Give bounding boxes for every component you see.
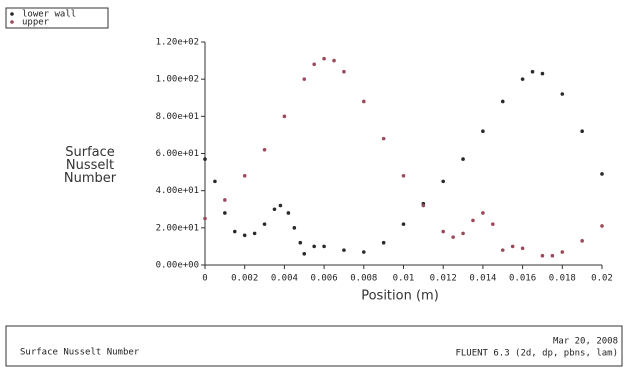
data-point <box>242 233 247 238</box>
legend-label: upper <box>22 18 50 28</box>
data-point <box>262 147 267 152</box>
data-point <box>580 129 584 133</box>
data-point <box>441 179 446 184</box>
data-point <box>322 244 326 249</box>
data-point <box>282 114 287 119</box>
data-point <box>203 216 207 221</box>
data-point <box>481 129 485 133</box>
data-point <box>500 248 505 252</box>
data-point <box>540 253 545 258</box>
data-point <box>381 240 386 245</box>
data-point <box>213 179 217 184</box>
data-point <box>520 246 525 251</box>
data-point <box>401 222 406 226</box>
data-point <box>461 231 465 236</box>
x-tick-label: 0.004 <box>271 274 298 284</box>
x-tick-label: 0.006 <box>311 274 338 284</box>
data-point <box>381 136 386 141</box>
data-point <box>491 222 495 226</box>
data-point <box>520 77 525 81</box>
legend-label: lower wall <box>22 10 76 20</box>
data-point <box>242 174 247 178</box>
data-point <box>332 58 336 63</box>
data-point <box>342 69 346 74</box>
data-point <box>560 92 565 96</box>
data-point <box>278 203 283 208</box>
data-point <box>302 77 307 81</box>
footer-box <box>5 325 623 367</box>
data-point <box>223 211 227 215</box>
footer-solver: FLUENT 6.3 (2d, dp, pbns, lam) <box>455 349 618 359</box>
data-point <box>252 231 257 236</box>
y-tick-label: 1.20e+02 <box>156 38 199 48</box>
data-point <box>312 62 316 67</box>
legend-marker <box>10 12 14 16</box>
y-tick-label: 0.00e+00 <box>156 261 199 271</box>
data-point <box>550 253 555 258</box>
y-tick-label: 6.00e+01 <box>156 149 199 159</box>
data-point <box>441 229 446 234</box>
data-point <box>600 172 604 176</box>
data-point <box>232 229 237 234</box>
data-point <box>298 240 303 245</box>
x-tick-label: 0.02 <box>591 274 613 284</box>
footer-title: Surface Nusselt Number <box>20 348 140 358</box>
data-point <box>203 157 207 161</box>
data-point <box>471 218 475 223</box>
data-point <box>530 69 535 74</box>
y-tick-label: 8.00e+01 <box>156 112 199 122</box>
x-tick-label: 0.012 <box>430 274 457 284</box>
data-point <box>362 250 366 254</box>
data-point <box>223 198 227 202</box>
data-point <box>421 203 426 208</box>
x-tick-label: 0.018 <box>549 274 576 284</box>
data-point <box>540 71 545 76</box>
data-point <box>580 239 584 243</box>
data-point <box>401 174 406 178</box>
data-point <box>272 207 277 212</box>
x-tick-label: 0 <box>202 274 207 284</box>
data-point <box>500 99 505 104</box>
data-point <box>312 244 316 249</box>
x-tick-label: 0.002 <box>231 274 258 284</box>
data-point <box>600 224 604 228</box>
x-tick-label: 0.008 <box>350 274 377 284</box>
data-point <box>292 226 297 230</box>
data-point <box>342 248 346 252</box>
data-point <box>262 222 267 226</box>
data-point <box>510 244 515 249</box>
x-tick-label: 0.014 <box>469 274 496 284</box>
y-axis-label: Surface Nusselt Number <box>63 145 117 186</box>
legend-box <box>5 7 109 29</box>
x-tick-label: 0.016 <box>509 274 536 284</box>
data-point <box>302 252 307 256</box>
data-point <box>322 56 326 61</box>
x-tick-label: 0.01 <box>393 274 415 284</box>
data-point <box>461 157 465 161</box>
data-point <box>560 250 565 254</box>
y-tick-label: 4.00e+01 <box>156 186 199 196</box>
y-tick-label: 1.00e+02 <box>156 75 199 85</box>
legend-marker <box>10 20 14 24</box>
data-point <box>362 99 366 104</box>
y-tick-label: 2.00e+01 <box>156 223 199 233</box>
data-point <box>451 235 455 239</box>
footer-date: Mar 20, 2008 <box>553 337 618 347</box>
x-axis-label: Position (m) <box>361 289 439 304</box>
data-point <box>481 211 485 215</box>
data-point <box>286 211 291 215</box>
